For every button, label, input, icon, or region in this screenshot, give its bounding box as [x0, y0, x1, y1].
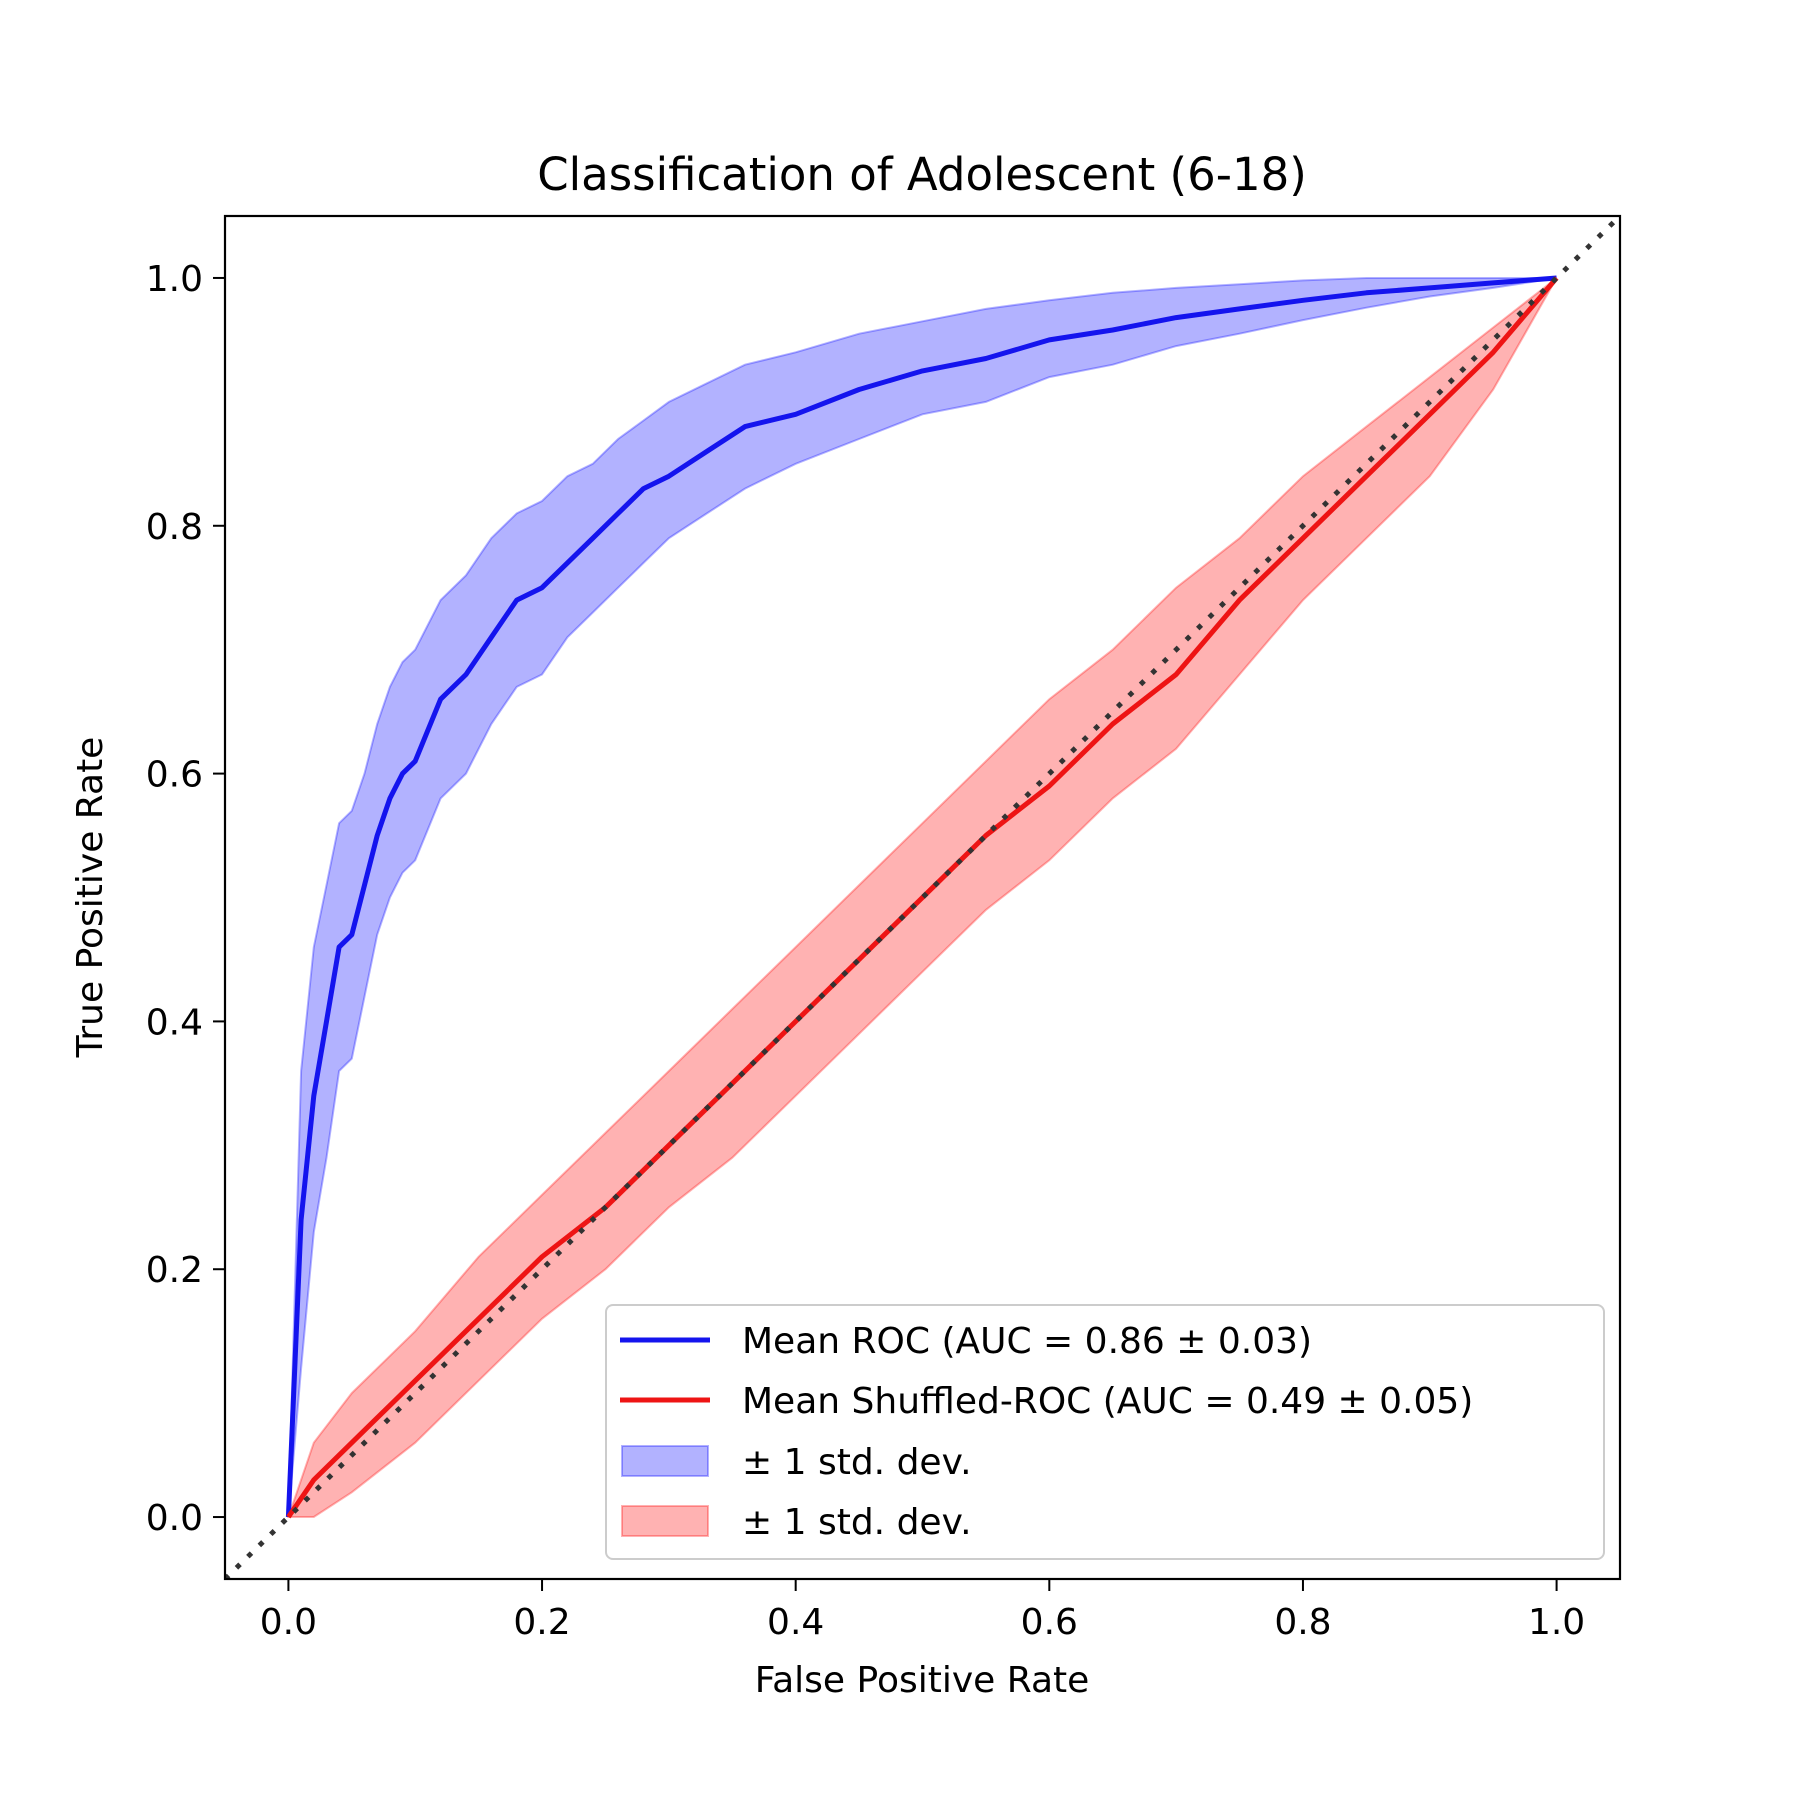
- x-axis-ticks: 0.0 0.2 0.4 0.6 0.8 1.0: [260, 1579, 1585, 1643]
- y-tick-label: 0.0: [146, 1498, 203, 1539]
- legend-label-shuffled-roc: Mean Shuffled-ROC (AUC = 0.49 ± 0.05): [742, 1381, 1473, 1422]
- x-axis-label: False Positive Rate: [755, 1660, 1090, 1701]
- x-tick-label: 0.2: [513, 1602, 570, 1643]
- plot-content: [225, 216, 1620, 1579]
- legend-patch-red-band: [621, 1505, 709, 1537]
- x-tick-label: 1.0: [1528, 1602, 1585, 1643]
- y-tick-label: 0.6: [146, 755, 203, 796]
- mean-roc-line: [285, 275, 1557, 1518]
- y-tick-label: 0.8: [146, 507, 203, 548]
- y-tick-label: 0.2: [146, 1250, 203, 1291]
- legend-patch-blue-band: [621, 1445, 709, 1477]
- legend: Mean ROC (AUC = 0.86 ± 0.03) Mean Shuffl…: [605, 1304, 1605, 1560]
- y-axis-ticks: 0.0 0.2 0.4 0.6 0.8 1.0: [146, 259, 225, 1539]
- x-tick-label: 0.6: [1021, 1602, 1078, 1643]
- chart-title: Classification of Adolescent (6-18): [537, 148, 1307, 201]
- y-tick-label: 0.4: [146, 1002, 203, 1043]
- x-tick-label: 0.4: [767, 1602, 824, 1643]
- y-axis-label: True Positive Rate: [70, 737, 111, 1059]
- axes-frame: [223, 214, 1622, 1581]
- legend-label-red-band: ± 1 std. dev.: [742, 1502, 972, 1543]
- y-tick-label: 1.0: [146, 259, 203, 300]
- x-tick-label: 0.0: [260, 1602, 317, 1643]
- legend-label-blue-band: ± 1 std. dev.: [742, 1442, 972, 1483]
- legend-label-mean-roc: Mean ROC (AUC = 0.86 ± 0.03): [742, 1321, 1312, 1362]
- legend-box: [605, 1304, 1605, 1560]
- plot-area: [225, 216, 1620, 1579]
- x-tick-label: 0.8: [1274, 1602, 1331, 1643]
